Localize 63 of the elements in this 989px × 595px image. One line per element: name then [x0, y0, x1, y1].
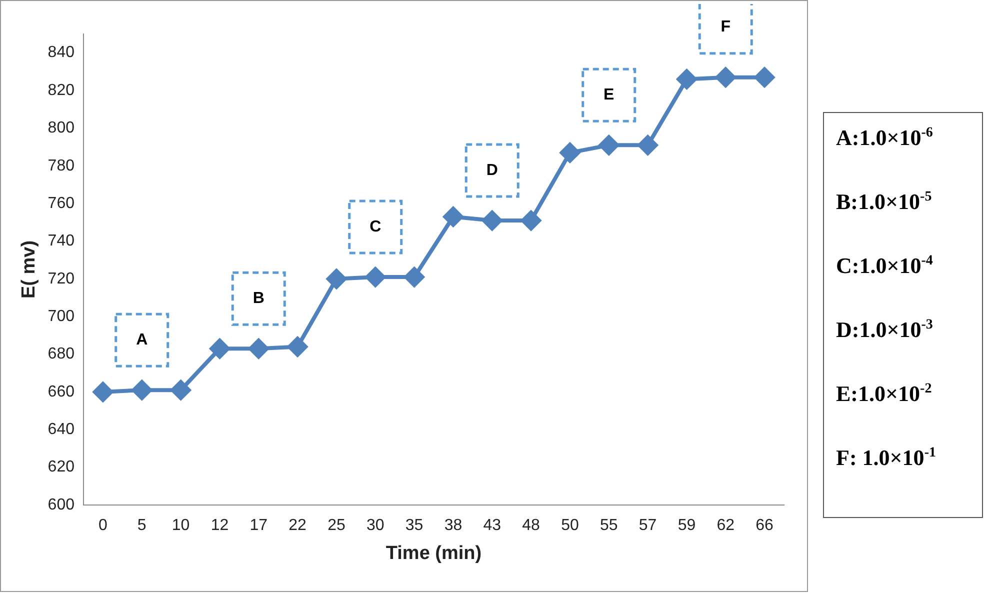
x-tick-label: 48	[522, 517, 540, 534]
point	[365, 267, 386, 288]
point	[598, 135, 619, 156]
x-tick-label: 0	[98, 517, 108, 534]
y-tick-label: 700	[48, 308, 75, 326]
point	[754, 67, 775, 88]
y-tick-label: 720	[48, 270, 75, 288]
x-tick-label: 5	[137, 517, 146, 534]
y-tick-label: 740	[48, 232, 75, 250]
point	[326, 268, 346, 289]
x-tick-label: 30	[366, 517, 384, 534]
point	[638, 135, 658, 156]
text: A:1.0×10$^{-6}$	[836, 125, 934, 152]
x-tick-label: 22	[288, 517, 307, 534]
point	[716, 67, 736, 88]
y-tick-label: 760	[48, 194, 75, 212]
x-tick-label: 35	[405, 517, 424, 534]
text: B:1.0×10$^{-5}$	[836, 189, 933, 216]
x-tick-label: 43	[483, 517, 502, 534]
text: C:1.0×10$^{-4}$	[836, 253, 934, 280]
point	[443, 206, 464, 227]
y-tick-label: 800	[48, 120, 75, 137]
annotation: E	[604, 86, 615, 104]
point	[560, 142, 580, 163]
text: D:1.0×10$^{-3}$	[836, 317, 934, 344]
point	[404, 267, 424, 288]
point	[210, 338, 230, 359]
point	[248, 338, 269, 359]
annotation: A	[136, 331, 148, 348]
point	[676, 69, 697, 90]
x-tick-label: 62	[716, 517, 735, 534]
x-tick-label: 25	[328, 517, 346, 534]
y-axis-title: E( mv)	[18, 240, 40, 299]
y-tick-label: 840	[48, 44, 75, 62]
point	[482, 210, 502, 231]
x-tick-label: 12	[210, 517, 229, 534]
point	[132, 380, 152, 400]
annotation: B	[252, 290, 264, 308]
text: E:1.0×10$^{-2}$	[836, 381, 933, 408]
point	[288, 336, 308, 357]
annotation: C	[370, 218, 382, 236]
point	[92, 382, 113, 402]
y-tick-label: 660	[48, 383, 75, 400]
x-tick-label: 50	[561, 517, 579, 534]
text: F: 1.0×10$^{-1}$	[836, 445, 937, 472]
y-tick-label: 780	[48, 157, 75, 174]
y-tick-label: 620	[48, 458, 75, 476]
annotation: D	[486, 162, 498, 179]
y-tick-label: 640	[48, 421, 75, 438]
y-tick-label: 680	[48, 346, 75, 363]
point	[170, 380, 191, 400]
x-axis-title: Time (min)	[386, 542, 482, 564]
x-tick-label: 38	[444, 517, 462, 534]
x-tick-label: 17	[250, 517, 268, 534]
x-tick-label: 55	[600, 517, 618, 534]
x-tick-label: 59	[678, 517, 696, 534]
y-tick-label: 820	[48, 82, 75, 99]
point	[521, 210, 542, 231]
y-tick-label: 600	[48, 496, 75, 514]
x-tick-label: 57	[638, 517, 657, 534]
x-tick-label: 66	[756, 517, 774, 534]
annotation: F	[720, 18, 731, 36]
x-tick-label: 10	[172, 517, 190, 534]
